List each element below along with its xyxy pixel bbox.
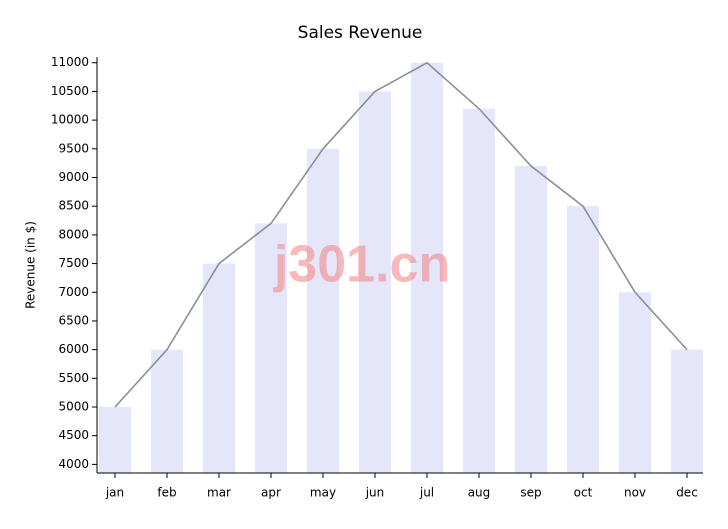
bar bbox=[203, 263, 235, 473]
bar bbox=[255, 223, 287, 473]
x-tick-label: sep bbox=[520, 486, 541, 500]
y-tick-label: 8500 bbox=[58, 199, 89, 213]
line bbox=[114, 61, 688, 408]
y-tick-label: 9000 bbox=[58, 170, 89, 184]
bar bbox=[99, 407, 131, 473]
x-tick-label: nov bbox=[624, 486, 646, 500]
x-tick-label: jan bbox=[105, 486, 124, 500]
x-tick-label: mar bbox=[207, 486, 231, 500]
x-tick-label: feb bbox=[157, 486, 176, 500]
bar bbox=[619, 292, 651, 473]
y-tick-label: 5000 bbox=[58, 400, 89, 414]
y-tick-label: 8000 bbox=[58, 227, 89, 241]
bar bbox=[515, 166, 547, 473]
x-tick-label: jul bbox=[419, 486, 434, 500]
chart-title: Sales Revenue bbox=[298, 23, 423, 43]
bar bbox=[151, 349, 183, 473]
bar bbox=[359, 91, 391, 474]
y-tick-label: 11000 bbox=[51, 55, 89, 69]
x-tick-label: aug bbox=[468, 486, 491, 500]
y-tick-label: 6500 bbox=[58, 313, 89, 327]
watermark: j301.cn bbox=[273, 236, 450, 294]
y-tick-label: 4500 bbox=[58, 428, 89, 442]
y-tick-label: 7500 bbox=[58, 256, 89, 270]
x-tick-label: oct bbox=[574, 486, 593, 500]
x-tick-label: jun bbox=[365, 486, 385, 500]
y-tick-label: 4000 bbox=[58, 457, 89, 471]
bar bbox=[567, 206, 599, 473]
y-tick-label: 5500 bbox=[58, 371, 89, 385]
y-axis-label: Revenue (in $) bbox=[24, 221, 38, 309]
x-tick-label: dec bbox=[676, 486, 698, 500]
bar bbox=[307, 148, 339, 474]
y-tick-label: 10500 bbox=[51, 84, 89, 98]
x-tick-label: apr bbox=[261, 486, 281, 500]
bar bbox=[463, 108, 495, 473]
y-tick-label: 10000 bbox=[51, 113, 89, 127]
y-tick-label: 6000 bbox=[58, 342, 89, 356]
y-tick-label: 9500 bbox=[58, 141, 89, 155]
y-tick-label: 7000 bbox=[58, 285, 89, 299]
bar bbox=[671, 349, 703, 473]
bar bbox=[411, 62, 443, 474]
x-tick-label: may bbox=[310, 486, 336, 500]
